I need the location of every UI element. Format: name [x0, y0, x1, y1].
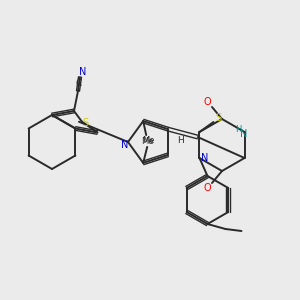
Text: C: C	[76, 80, 82, 88]
Text: N: N	[201, 153, 208, 163]
Text: Me: Me	[142, 136, 155, 146]
Text: Me: Me	[141, 136, 154, 146]
Text: N: N	[121, 140, 129, 150]
Text: O: O	[203, 97, 211, 107]
Text: O: O	[203, 183, 211, 193]
Text: N: N	[240, 129, 247, 139]
Text: S: S	[215, 113, 221, 123]
Text: N: N	[79, 67, 87, 77]
Text: H: H	[235, 125, 242, 134]
Text: H: H	[177, 136, 184, 145]
Text: S: S	[82, 118, 88, 128]
